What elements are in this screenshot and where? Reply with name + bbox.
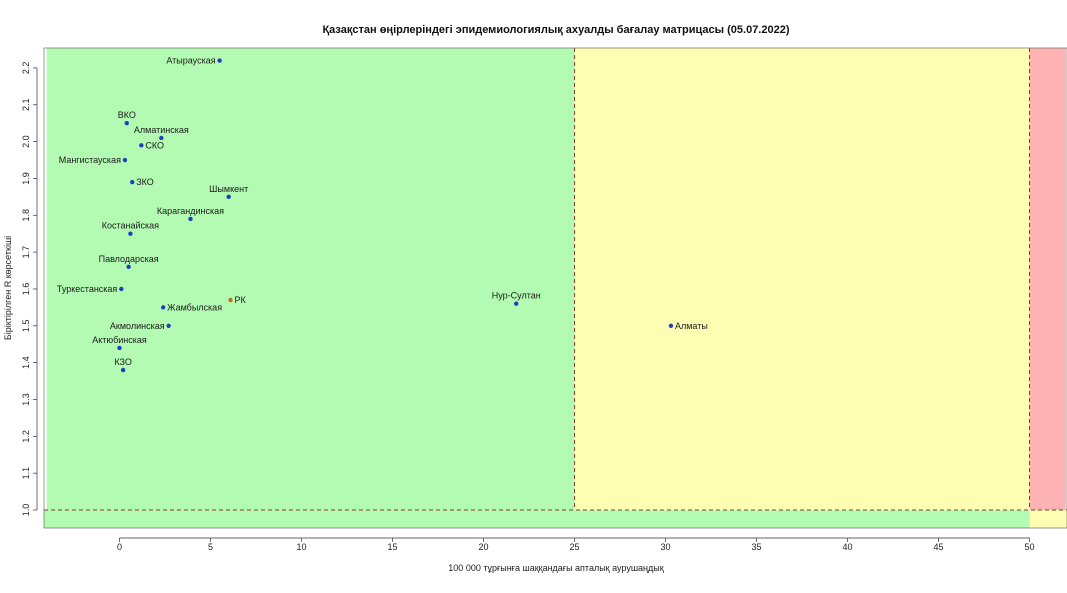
point-marker: [668, 323, 674, 328]
point-label: Атырауская: [166, 56, 215, 66]
y-tick-label: 2.0: [21, 135, 31, 148]
x-axis: 0 5 10 15 20 25 30 35 40 45 50: [117, 537, 1035, 552]
point-marker: [514, 301, 519, 306]
point-marker: [217, 58, 222, 63]
point-marker: [166, 323, 171, 328]
point-marker: [130, 179, 135, 185]
point-label: ВКО: [118, 110, 136, 120]
point-label: Мангистауская: [59, 155, 121, 165]
y-axis: 1.0 1.1 1.2 1.3 1.4 1.5 1.6 1.7 1.8 1.9 2.0 2.1 2.2: [21, 62, 38, 517]
x-tick-label: 0: [117, 542, 122, 552]
zone-low-yellow: [1029, 510, 1067, 528]
data-points: Атырауская ВКО Алматинская СКО Мангистауская…: [57, 56, 708, 373]
point-marker: [159, 135, 164, 141]
y-tick-label: 1.5: [21, 320, 31, 333]
y-tick-label: 1.6: [21, 283, 31, 296]
point-marker: [226, 194, 231, 200]
point-marker: [117, 345, 122, 351]
point-label: Акмолинская: [110, 321, 165, 331]
point-label: Актюбинская: [92, 335, 147, 345]
y-tick-label: 1.3: [21, 393, 31, 406]
chart-title: Қазақстан өңірлеріндегі эпидемиологиялық…: [322, 24, 789, 36]
point-label: СКО: [145, 140, 164, 150]
x-tick-label: 5: [208, 542, 213, 552]
y-tick-label: 2.2: [21, 62, 31, 75]
point-marker: [119, 286, 124, 292]
y-axis-label: Біріктірілген R көрсеткіші: [3, 236, 13, 340]
x-tick-label: 50: [1024, 542, 1034, 552]
point-label: КЗО: [114, 357, 131, 367]
point-label: Костанайская: [102, 221, 159, 231]
point-label: РК: [235, 295, 247, 305]
point-marker: [188, 216, 193, 222]
point-marker: [228, 297, 233, 303]
plot-frame: [43, 47, 1067, 529]
zone-low-green: [44, 510, 1030, 528]
point-marker: [122, 157, 128, 163]
x-tick-label: 25: [569, 542, 579, 552]
y-tick-label: 1.1: [21, 467, 31, 480]
point-label: Шымкент: [209, 184, 248, 194]
y-tick-label: 1.4: [21, 356, 31, 369]
point-label: Нур-Султан: [492, 291, 541, 301]
point-label: Павлодарская: [99, 254, 159, 264]
zone-red: [1029, 48, 1066, 528]
x-axis-label: 100 000 тұрғынға шаққандағы апталық ауру…: [448, 563, 663, 573]
x-tick-label: 35: [751, 542, 761, 552]
zone-yellow: [574, 48, 1030, 528]
y-tick-label: 1.2: [21, 430, 31, 443]
threshold-lines: [44, 48, 1067, 511]
point-marker: [128, 231, 133, 236]
point-label: Карагандинская: [157, 206, 224, 216]
x-tick-label: 40: [842, 542, 852, 552]
y-tick-label: 1.7: [21, 246, 31, 259]
y-tick-label: 2.1: [21, 99, 31, 112]
risk-zones: [44, 48, 1067, 528]
y-tick-label: 1.9: [21, 172, 31, 185]
point-marker: [124, 120, 129, 126]
x-tick-label: 30: [660, 542, 670, 552]
point-label: Алматы: [675, 321, 708, 331]
zone-green: [46, 48, 575, 528]
x-tick-label: 10: [296, 542, 306, 552]
x-tick-label: 15: [387, 542, 397, 552]
point-label: Жамбылская: [167, 302, 222, 312]
point-marker: [120, 367, 126, 373]
y-tick-label: 1.8: [21, 209, 31, 222]
y-tick-label: 1.0: [21, 504, 31, 517]
point-label: Алматинская: [134, 125, 189, 135]
point-label: Туркестанская: [57, 284, 118, 294]
point-marker: [139, 143, 144, 148]
point-marker: [160, 305, 166, 310]
x-tick-label: 45: [933, 542, 943, 552]
point-label: ЗКО: [136, 177, 154, 187]
x-tick-label: 20: [478, 542, 488, 552]
point-marker: [126, 264, 131, 270]
